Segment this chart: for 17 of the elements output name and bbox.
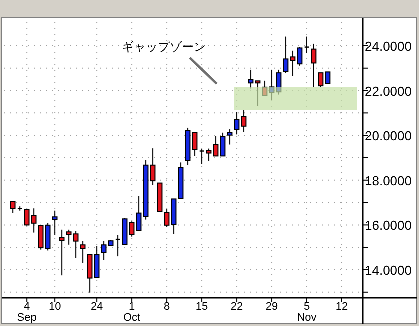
x-tick-label: 29 <box>266 301 278 313</box>
y-tick-label: 22.0000 <box>365 84 412 99</box>
y-tick-label: 24.0000 <box>365 38 412 54</box>
y-tick-label: 20.0000 <box>365 128 412 144</box>
x-tick-label: 22 <box>230 301 244 313</box>
x-tick-label: 8 <box>164 301 170 313</box>
y-tick-label: 16.0000 <box>365 218 412 234</box>
x-tick-label: 12 <box>336 301 348 313</box>
x-tick-label: 1 Oct <box>124 301 141 324</box>
x-tick-label: 15 <box>196 301 208 313</box>
y-tick-label: 18.0000 <box>365 173 412 188</box>
x-tick-label: 10 <box>48 301 62 313</box>
x-tick-label: 4 Sep <box>17 301 37 324</box>
annotation: ギャップゾーン <box>122 40 206 54</box>
y-tick-label: 14.0000 <box>365 262 412 278</box>
x-tick-label: 24 <box>90 301 104 313</box>
x-tick-label: 5 Nov <box>297 301 318 324</box>
